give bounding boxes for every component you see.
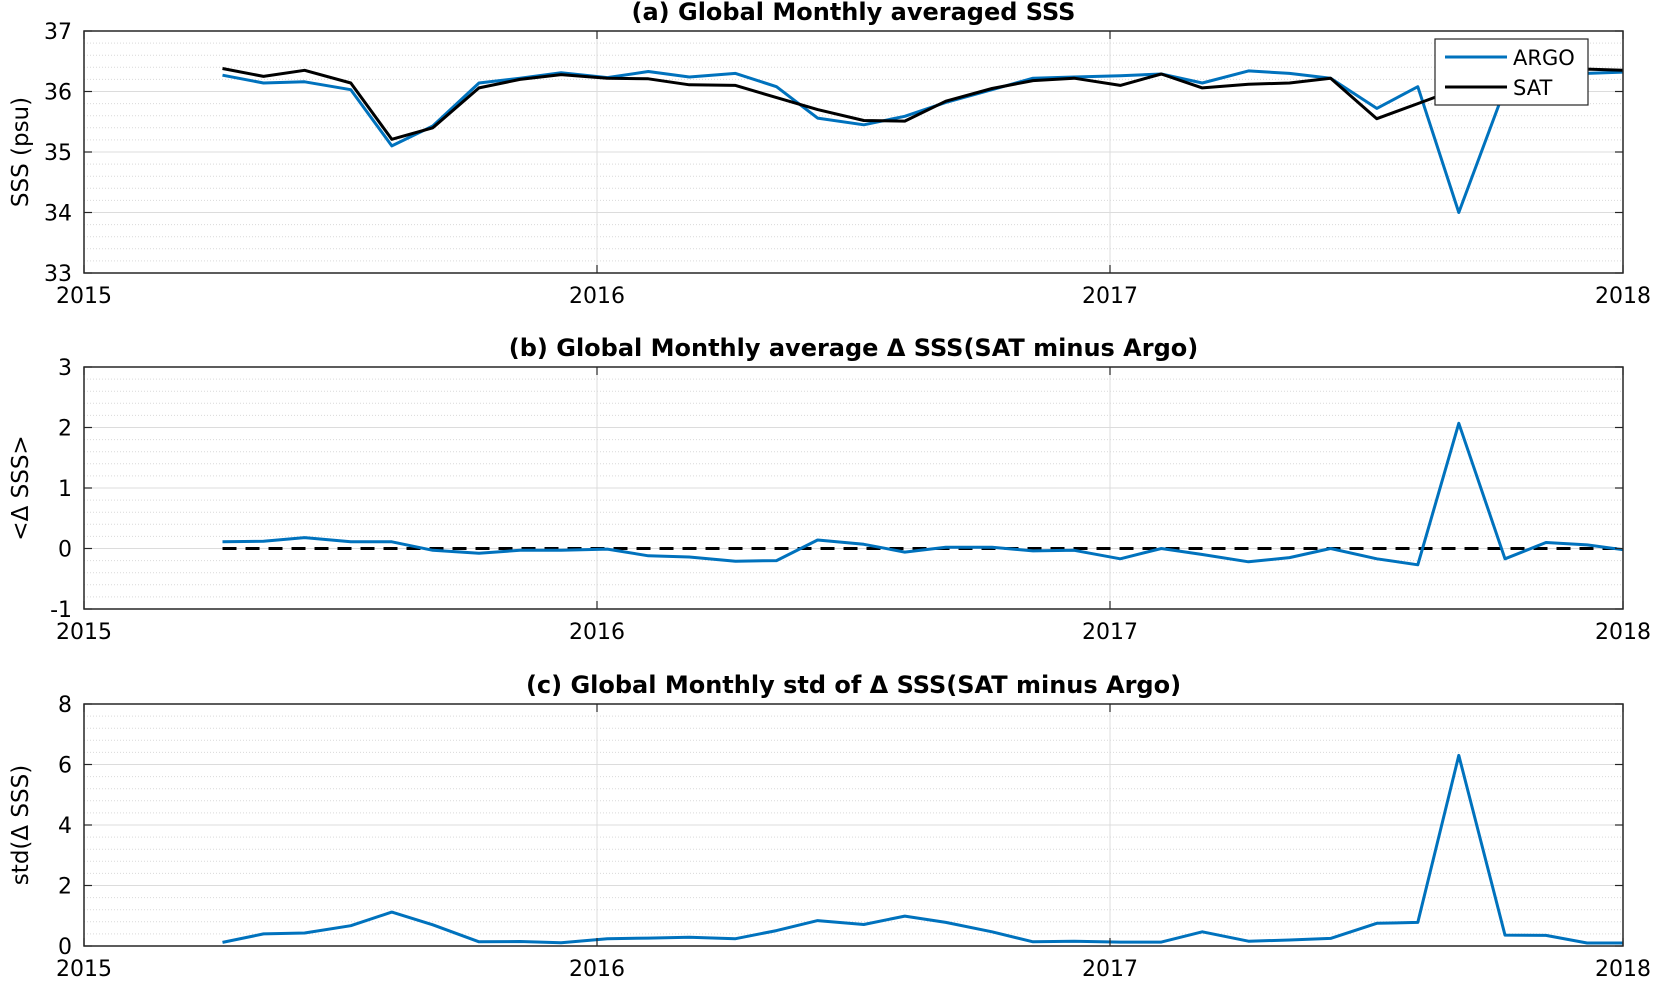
chart-panel-b: -1 0 1 2 3 2015 2016 2017 2018 (b) Global Monthly…	[8, 334, 1651, 645]
x-tick-label: 2017	[1082, 620, 1138, 645]
y-tick-label: 33	[44, 262, 72, 287]
legend-label-argo: ARGO	[1513, 46, 1575, 70]
y-tick-label: 0	[58, 538, 72, 563]
chart-title: (a) Global Monthly averaged SSS	[632, 0, 1076, 26]
y-tick-label: 3	[58, 356, 72, 381]
y-tick-label: -1	[50, 598, 72, 623]
x-tick-label: 2018	[1595, 957, 1651, 982]
y-axis-label: <Δ SSS>	[8, 435, 34, 540]
legend-box	[1434, 38, 1589, 106]
x-tick-label: 2018	[1595, 620, 1651, 645]
chart-panel-c: 0 2 4 6 8 2015 2016 2017 2018 (c) Global Monthly …	[8, 671, 1651, 982]
x-tick-label: 2017	[1082, 957, 1138, 982]
y-tick-label: 36	[44, 81, 72, 106]
legend: ARGO SAT	[1434, 38, 1589, 106]
y-tick-label: 8	[58, 693, 72, 718]
series-line	[222, 421, 1624, 567]
legend-label-sat: SAT	[1513, 76, 1552, 100]
y-tick-label: 0	[58, 935, 72, 960]
y-tick-label: 1	[58, 477, 72, 502]
y-tick-label: 2	[58, 417, 72, 442]
x-tick-label: 2018	[1595, 284, 1651, 309]
y-tick-label: 2	[58, 875, 72, 900]
chart-panel-a: 33 34 35 36 37 2015 2016 2017 2018 (a) Global Mon…	[8, 0, 1651, 309]
chart-title: (c) Global Monthly std of Δ SSS(SAT minu…	[526, 671, 1181, 699]
x-tick-label: 2015	[56, 957, 112, 982]
y-tick-label: 35	[44, 141, 72, 166]
series-line-argo	[222, 69, 1624, 214]
series-line-sat	[222, 67, 1624, 141]
x-tick-label: 2016	[569, 284, 625, 309]
y-axis-label: std(Δ SSS)	[8, 765, 34, 885]
y-tick-label: 6	[58, 754, 72, 779]
chart-title: (b) Global Monthly average Δ SSS(SAT min…	[509, 334, 1198, 362]
y-axis-label: SSS (psu)	[8, 97, 34, 207]
x-tick-label: 2016	[569, 957, 625, 982]
x-tick-label: 2015	[56, 620, 112, 645]
y-tick-label: 37	[44, 20, 72, 45]
x-tick-label: 2015	[56, 284, 112, 309]
y-tick-label: 4	[58, 814, 72, 839]
x-tick-label: 2016	[569, 620, 625, 645]
y-tick-label: 34	[44, 202, 72, 227]
series-line	[222, 753, 1623, 945]
x-tick-label: 2017	[1082, 284, 1138, 309]
